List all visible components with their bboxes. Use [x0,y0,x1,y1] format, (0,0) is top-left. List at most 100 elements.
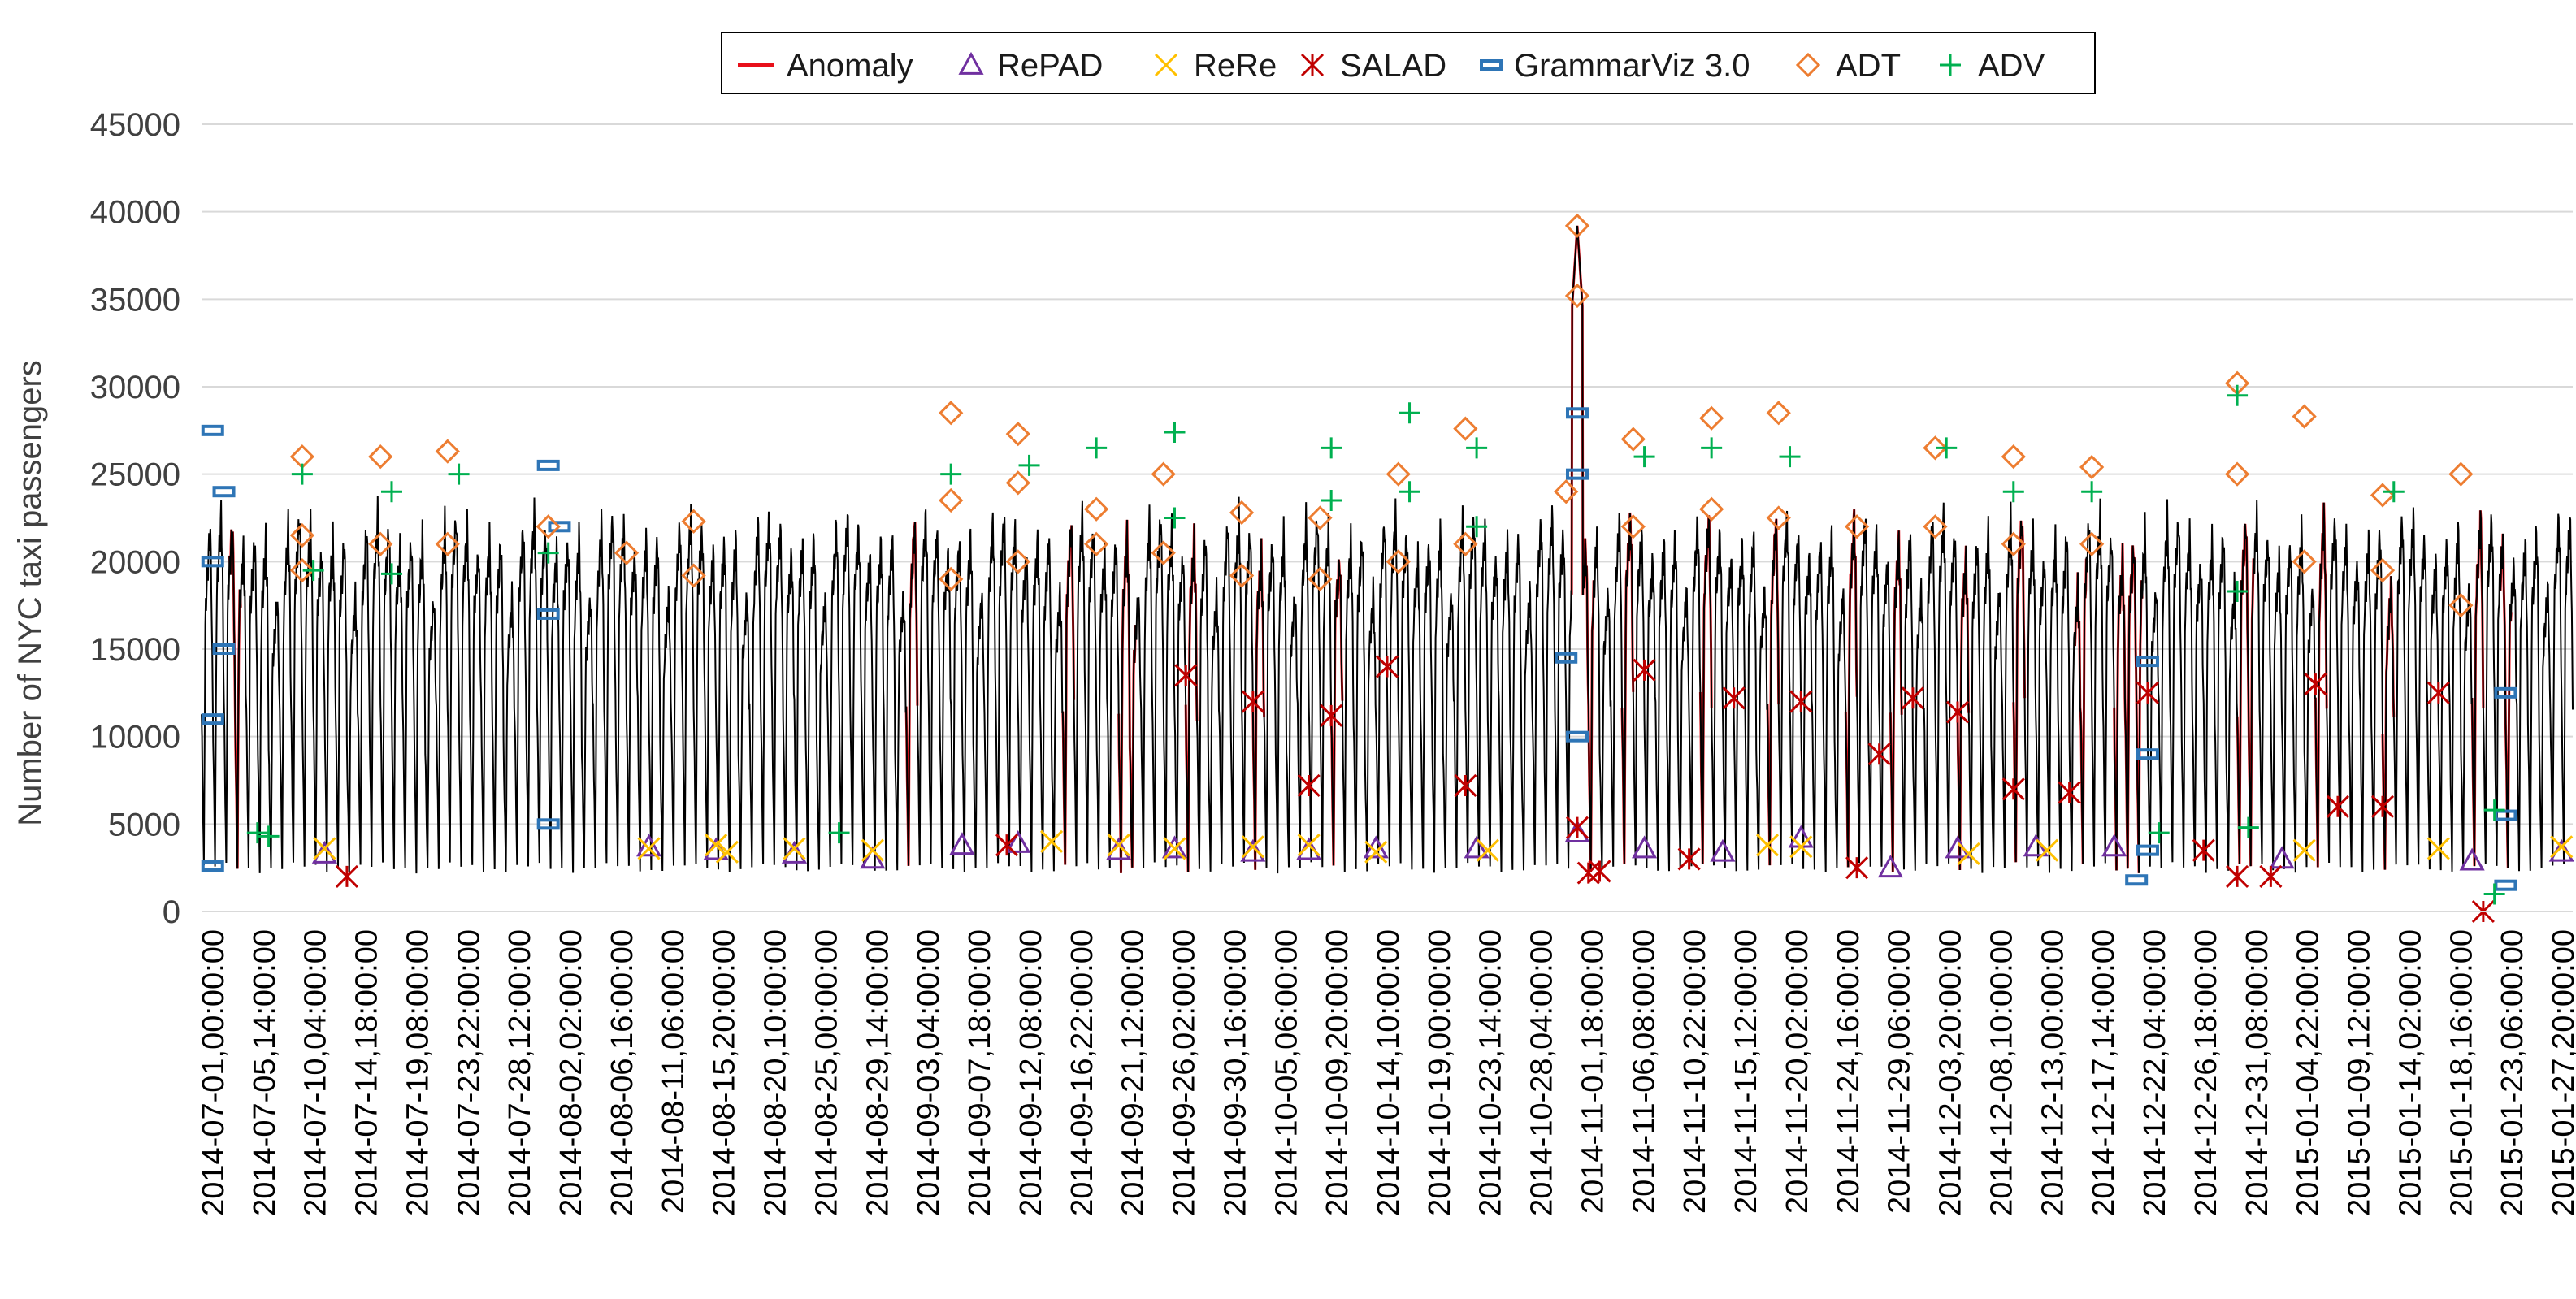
rere-marker [1364,840,1388,864]
x-tick-label: 2014-09-03,04:00:00 [912,929,946,1216]
adv-marker [940,463,962,485]
adt-marker [2448,461,2474,487]
passenger-series [201,225,2574,874]
legend-label-adv: ADV [1978,48,2045,84]
legend-label-repad: RePAD [997,48,1103,84]
salad-marker [1297,773,1321,798]
rere-marker [1107,834,1130,857]
x-tick-label: 2014-07-28,12:00:00 [503,929,537,1216]
adt-marker [1554,479,1579,504]
x-tick-label: 2014-09-16,22:00:00 [1065,929,1099,1216]
adv-marker [1164,421,1186,443]
adt-marker [1453,531,1478,556]
grammarviz-3-0-marker [2136,844,2159,856]
repad-marker [636,834,662,857]
y-axis-title: Number of NYC taxi passengers [12,360,48,826]
adt-marker [2079,454,2105,480]
grammarviz-3-0-marker [1565,407,1589,419]
salad-marker [2426,681,2450,704]
adt-marker [1005,549,1030,574]
x-tick-label: 2014-12-31,08:00:00 [2240,929,2275,1216]
x-tick-label: 2015-01-14,02:00:00 [2393,929,2427,1216]
adv-marker [1018,454,1040,476]
y-tick-label: 0 [163,894,180,930]
repad-marker [1005,829,1031,853]
salad-marker [1375,655,1399,678]
adt-marker [1923,514,1948,539]
salad-marker [2058,781,2081,804]
detection-markers [201,213,2574,924]
adv-marker [1321,437,1342,459]
salad-marker [1945,700,1970,724]
adt-marker [2001,444,2026,470]
adt-marker [1923,435,1948,461]
grammarviz-3-0-marker [212,486,236,498]
adt-marker [939,401,964,426]
grammarviz-3-0-marker [536,818,560,830]
x-tick-label: 2014-12-22,04:00:00 [2138,929,2172,1216]
x-tick-label: 2014-09-30,16:00:00 [1218,929,1252,1216]
grammarviz-3-0-marker [2494,879,2517,891]
adv-marker [2081,481,2103,503]
x-tick-label: 2014-10-09,20:00:00 [1321,929,1355,1216]
adt-marker [289,557,314,583]
grammarviz-3-0-marker [2136,656,2159,668]
x-tick-label: 2014-12-13,00:00:00 [2036,929,2070,1216]
x-tick-label: 2014-08-29,14:00:00 [861,929,895,1216]
legend: Anomaly RePAD ReRe SALAD GrammarViz 3.0 ADT AD… [721,32,2096,94]
adv-marker [2227,384,2249,406]
adv-marker [828,822,850,844]
x-tick-label: 2014-11-24,16:00:00 [1832,929,1866,1214]
rere-marker [637,837,661,860]
salad-marker [2226,864,2249,888]
grammarviz-3-0-marker [212,643,236,655]
x-tick-label: 2014-07-05,14:00:00 [248,929,282,1216]
salad-marker [1454,773,1477,798]
x-tick-label: 2015-01-23,06:00:00 [2496,929,2530,1216]
x-axis-tick-labels: 2014-07-01,00:00:00 2014-07-05,14:00:00 20… [197,929,2576,1216]
rere-marker [1241,835,1264,859]
salad-marker [1320,704,1343,727]
x-tick-label: 2015-01-04,22:00:00 [2292,929,2326,1216]
x-tick-label: 2014-07-19,08:00:00 [401,929,435,1216]
y-tick-label: 10000 [90,720,180,756]
legend-label-grammarviz-3-0: GrammarViz 3.0 [1514,48,1750,84]
adv-marker [1164,507,1186,529]
x-tick-label: 2014-10-23,14:00:00 [1474,929,1508,1216]
x-tick-label: 2014-08-02,02:00:00 [554,929,588,1216]
legend-symbol-adt [1795,52,1821,78]
legend-box [721,32,2096,94]
rere-marker [2550,835,2574,859]
adt-marker [2001,531,2026,556]
repad-marker [1464,835,1490,859]
adv-marker [258,825,280,847]
x-tick-label: 2014-08-06,16:00:00 [605,929,640,1216]
adt-marker [536,514,561,539]
adt-marker [681,509,706,534]
grammarviz-3-0-marker [1565,730,1589,743]
salad-marker [1588,860,1611,883]
adt-marker [2370,557,2396,583]
salad-marker [995,834,1019,857]
grammarviz-3-0-marker [536,459,560,471]
adv-marker [1399,481,1420,503]
y-tick-label: 30000 [90,370,180,405]
adt-marker [1005,470,1030,496]
salad-marker [1845,856,1869,880]
adt-marker [1766,505,1791,530]
adv-marker [1633,446,1655,468]
adt-marker [939,487,964,513]
repad-marker [2101,834,2127,857]
adt-marker [1620,427,1646,452]
adv-marker [291,463,313,485]
grammarviz-3-0-marker [2494,809,2517,821]
adt-marker [1084,496,1109,522]
repad-marker [860,846,886,869]
x-tick-label: 2014-07-23,22:00:00 [452,929,486,1216]
x-tick-label: 2014-07-14,18:00:00 [350,929,384,1216]
adt-marker [368,531,393,556]
adt-marker [1308,566,1333,591]
adv-marker [380,481,402,503]
adt-marker [1229,563,1255,588]
adt-marker [1766,401,1791,426]
